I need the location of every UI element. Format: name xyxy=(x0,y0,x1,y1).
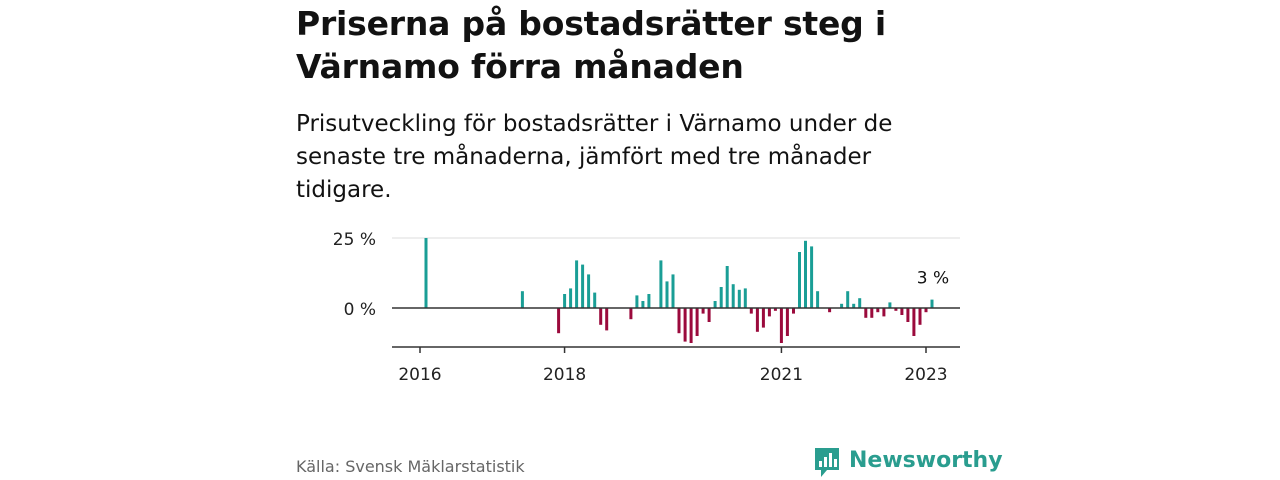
bar-negative xyxy=(882,308,886,317)
bar-negative xyxy=(557,308,561,334)
bar-positive xyxy=(725,266,729,308)
bar-positive xyxy=(840,303,844,308)
bar-negative xyxy=(605,308,609,331)
bar-positive xyxy=(846,291,850,308)
x-tick-label: 2021 xyxy=(760,365,803,385)
y-tick-label: 25 % xyxy=(333,230,376,250)
bars xyxy=(424,238,934,343)
brand-name: Newsworthy xyxy=(849,448,1003,473)
bar-negative xyxy=(870,308,874,318)
bar-negative xyxy=(828,308,832,313)
bar-negative xyxy=(864,308,868,318)
chart-card: Priserna på bostadsrätter steg i Värnamo… xyxy=(296,0,1003,480)
bar-negative xyxy=(767,308,771,317)
bar-positive xyxy=(575,260,579,308)
bar-negative xyxy=(876,308,880,313)
bar-positive xyxy=(587,274,591,308)
bar-positive xyxy=(520,291,524,308)
bar-negative xyxy=(761,308,765,328)
source-note: Källa: Svensk Mäklarstatistik xyxy=(296,457,525,476)
bar-positive xyxy=(816,291,820,308)
newsworthy-logo-icon xyxy=(815,448,839,477)
chart-subtitle: Prisutveckling för bostadsrätter i Värna… xyxy=(296,111,893,203)
bar-negative xyxy=(707,308,711,322)
bar-positive xyxy=(671,274,675,308)
bar-negative xyxy=(689,308,693,343)
bar-positive xyxy=(647,294,651,308)
bar-negative xyxy=(894,308,898,311)
x-tick-label: 2018 xyxy=(543,365,586,385)
bar-positive xyxy=(858,298,862,308)
bar-positive xyxy=(719,287,723,308)
bar-positive xyxy=(665,281,669,308)
last-value-label: 3 % xyxy=(917,269,949,289)
bar-negative xyxy=(924,308,928,313)
bar-positive xyxy=(424,238,428,308)
bar-negative xyxy=(906,308,910,322)
bar-positive xyxy=(659,260,663,308)
y-tick-label: 0 % xyxy=(344,300,376,320)
bar-negative xyxy=(701,308,705,314)
bar-positive xyxy=(635,295,639,308)
bar-negative xyxy=(912,308,916,336)
x-tick-label: 2016 xyxy=(398,365,441,385)
bar-positive xyxy=(581,264,585,308)
bar-negative xyxy=(599,308,603,325)
chart-title: Priserna på bostadsrätter steg i Värnamo… xyxy=(296,4,887,86)
bar-negative xyxy=(695,308,699,336)
bar-negative xyxy=(755,308,759,332)
bar-positive xyxy=(743,288,747,308)
bar-negative xyxy=(792,308,795,314)
bar-negative xyxy=(773,308,777,311)
bar-positive xyxy=(641,301,645,308)
bar-positive xyxy=(798,252,801,308)
bar-negative xyxy=(683,308,687,342)
bar-positive xyxy=(713,301,717,308)
bar-positive xyxy=(593,292,597,308)
x-tick-label: 2023 xyxy=(904,365,947,385)
bar-negative xyxy=(749,308,753,314)
bar-negative xyxy=(677,308,681,334)
bar-positive xyxy=(852,303,856,308)
axes xyxy=(392,307,960,353)
bar-positive xyxy=(810,246,814,308)
bar-positive xyxy=(731,284,735,308)
bar-positive xyxy=(888,302,892,308)
bar-positive xyxy=(569,288,573,308)
bar-chart: 0 % 25 % 2016 2018 2021 2023 3 % xyxy=(333,230,960,385)
bar-positive xyxy=(563,294,567,308)
bar-positive xyxy=(804,240,807,308)
bar-positive xyxy=(930,299,934,308)
bar-negative xyxy=(900,308,904,315)
bar-positive xyxy=(737,289,741,308)
bar-negative xyxy=(785,308,789,336)
bar-negative xyxy=(918,308,922,325)
bar-negative xyxy=(779,308,783,343)
bar-negative xyxy=(629,308,633,320)
labels: 0 % 25 % 2016 2018 2021 2023 3 % xyxy=(333,230,949,385)
